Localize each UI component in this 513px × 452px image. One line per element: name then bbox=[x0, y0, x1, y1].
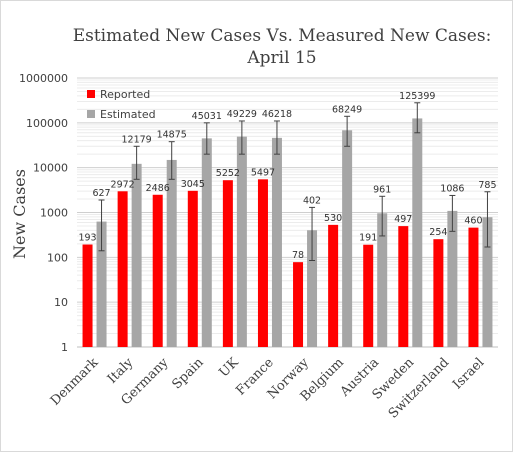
data-label-estimated: 627 bbox=[92, 188, 110, 199]
legend-swatch-estimated bbox=[87, 110, 95, 118]
chart-title-line-2: April 15 bbox=[246, 48, 316, 68]
bar-estimated bbox=[342, 130, 353, 347]
data-label-reported: 5497 bbox=[251, 167, 275, 178]
x-tick-label: Spain bbox=[169, 355, 207, 393]
bar-estimated bbox=[236, 136, 247, 347]
bar-estimated bbox=[377, 213, 388, 347]
y-tick-label: 10 bbox=[54, 296, 68, 309]
y-tick-label: 1000 bbox=[40, 207, 68, 220]
data-label-reported: 460 bbox=[464, 216, 482, 227]
data-label-reported: 530 bbox=[324, 213, 342, 224]
data-label-estimated: 961 bbox=[373, 184, 391, 195]
data-label-estimated: 125399 bbox=[399, 91, 435, 102]
data-label-reported: 78 bbox=[292, 250, 304, 261]
chart-title-line-1: Estimated New Cases Vs. Measured New Cas… bbox=[73, 26, 492, 46]
bar-estimated bbox=[201, 138, 212, 347]
data-label-reported: 2972 bbox=[111, 179, 135, 190]
data-label-estimated: 402 bbox=[303, 195, 321, 206]
x-tick-label: UK bbox=[216, 355, 241, 380]
bar-reported bbox=[257, 179, 268, 347]
bar-estimated bbox=[412, 118, 423, 347]
data-label-estimated: 12179 bbox=[122, 134, 152, 145]
y-tick-label: 100000 bbox=[26, 117, 68, 130]
x-tick-label: Italy bbox=[105, 355, 137, 387]
bar-reported bbox=[398, 226, 409, 347]
y-tick-label: 100 bbox=[47, 251, 68, 264]
bar-estimated bbox=[447, 210, 458, 347]
data-label-estimated: 14875 bbox=[157, 130, 187, 141]
data-label-reported: 193 bbox=[78, 233, 96, 244]
bar-estimated bbox=[96, 221, 107, 347]
bar-reported bbox=[328, 224, 339, 347]
x-tick-label: Denmark bbox=[48, 355, 102, 409]
bar-reported bbox=[117, 191, 128, 347]
data-label-reported: 254 bbox=[429, 227, 447, 238]
data-label-estimated: 46218 bbox=[262, 109, 292, 120]
legend-label-reported: Reported bbox=[100, 88, 150, 101]
data-label-reported: 3045 bbox=[181, 179, 205, 190]
data-label-estimated: 49229 bbox=[227, 109, 257, 120]
bar-reported bbox=[363, 244, 374, 347]
gridlines bbox=[77, 77, 498, 348]
data-label-estimated: 68249 bbox=[332, 104, 362, 115]
data-label-estimated: 785 bbox=[478, 180, 496, 191]
data-label-reported: 5252 bbox=[216, 168, 240, 179]
bar-reported bbox=[152, 194, 163, 347]
bar-reported bbox=[433, 239, 444, 347]
legend-label-estimated: Estimated bbox=[100, 108, 156, 121]
bar-estimated bbox=[131, 163, 142, 347]
y-tick-label: 10000 bbox=[33, 162, 68, 175]
data-label-reported: 497 bbox=[394, 214, 412, 225]
data-label-reported: 2486 bbox=[146, 183, 170, 194]
data-label-estimated: 1086 bbox=[440, 183, 464, 194]
y-tick-labels: 1 10 100 1000 10000 100000 1000000 bbox=[19, 72, 68, 354]
y-tick-label: 1000000 bbox=[19, 72, 68, 85]
bar-estimated bbox=[482, 217, 493, 347]
bar-reported bbox=[222, 180, 233, 347]
bar-reported bbox=[187, 190, 198, 347]
error-bars bbox=[98, 102, 491, 261]
bar-estimated bbox=[307, 230, 318, 347]
data-label-estimated: 45031 bbox=[192, 111, 222, 122]
bar-reported bbox=[82, 244, 93, 347]
x-tick-label: Israel bbox=[450, 355, 487, 392]
bar-estimated bbox=[166, 159, 177, 347]
bar-estimated bbox=[271, 137, 282, 347]
legend: Reported Estimated bbox=[87, 88, 156, 121]
y-axis-label: New Cases bbox=[10, 169, 29, 259]
legend-swatch-reported bbox=[87, 90, 95, 98]
y-tick-label: 1 bbox=[61, 341, 68, 354]
bar-reported bbox=[293, 262, 304, 347]
bars bbox=[82, 118, 493, 347]
data-label-reported: 191 bbox=[359, 233, 377, 244]
bar-reported bbox=[468, 227, 479, 347]
